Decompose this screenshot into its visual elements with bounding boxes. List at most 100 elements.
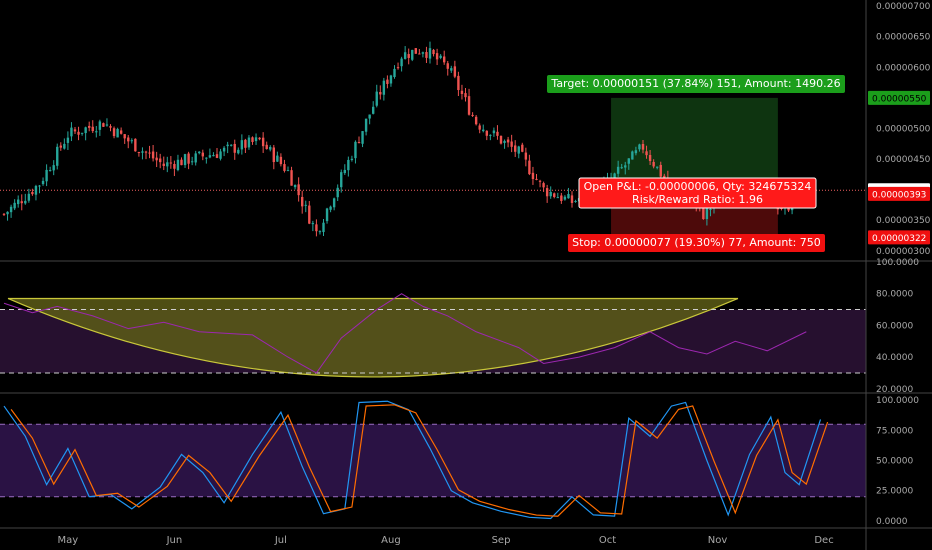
price-tick-label: 0.00000500 (876, 124, 931, 134)
candle-body (141, 151, 144, 153)
candle-body (411, 49, 414, 60)
candle-body (169, 162, 173, 164)
candle-body (151, 151, 155, 159)
price-tag (868, 230, 930, 245)
candle-body (336, 187, 339, 198)
candle-body (521, 144, 524, 152)
rsi-tick-label: 20.0000 (876, 385, 913, 395)
target-label: Target: 0.00000151 (37.84%) 151, Amount:… (547, 75, 845, 93)
candle-body (354, 141, 357, 159)
candle-body (63, 143, 66, 149)
candle-body (73, 129, 77, 132)
candle-body (112, 128, 116, 137)
candle-body (70, 127, 73, 137)
candle-body (208, 155, 212, 158)
rsi-pane (3, 293, 807, 374)
candle-body (123, 134, 126, 139)
candle-body (155, 157, 158, 161)
candle-body (400, 58, 403, 67)
candle-body (134, 138, 137, 152)
candle-body (570, 195, 574, 203)
candle-body (198, 151, 201, 154)
candle-body (187, 153, 190, 164)
candle-body (510, 141, 513, 147)
candle-body (368, 114, 371, 119)
candle-body (641, 143, 645, 150)
candle-body (91, 126, 94, 132)
candle-body (538, 180, 542, 182)
candle-body (222, 147, 226, 152)
stop-label: Stop: 0.00000077 (19.30%) 77, Amount: 75… (568, 234, 825, 252)
stoch-tick-label: 50.0000 (876, 457, 913, 467)
candle-body (389, 75, 393, 84)
candle-body (364, 118, 368, 132)
candle-body (535, 178, 538, 180)
candle-body (489, 134, 492, 136)
candle-body (528, 160, 531, 175)
time-label: Aug (381, 535, 401, 546)
stoch-tick-label: 25.0000 (876, 487, 913, 497)
candle-body (506, 139, 510, 143)
candle-body (80, 132, 84, 134)
candle-body (190, 161, 194, 163)
rsi-line (3, 293, 807, 374)
candle-body (159, 158, 162, 163)
candle-body (631, 151, 634, 160)
candle-body (77, 131, 80, 135)
stoch-tick-label: 100.0000 (876, 396, 919, 406)
candle-body (403, 52, 407, 59)
stoch-pane (3, 400, 829, 520)
candle-body (553, 193, 556, 198)
candle-body (453, 66, 457, 77)
candle-body (84, 127, 87, 134)
candle-body (471, 114, 474, 116)
candle-body (233, 143, 236, 153)
candle-body (279, 156, 283, 165)
candle-body (648, 154, 652, 162)
candle-body (460, 90, 464, 94)
price-tick-label: 0.00000300 (876, 247, 931, 257)
candle-body (201, 152, 204, 157)
candle-body (414, 48, 417, 54)
rsi-tick-label: 100.0000 (876, 258, 919, 268)
candle-body (244, 139, 247, 148)
price-axis: 0.00000700 0.00000650 0.00000600 0.00000550… (868, 2, 931, 527)
candle-body (457, 75, 460, 91)
candle-body (56, 146, 59, 166)
candle-body (183, 154, 187, 166)
time-label: Sep (492, 535, 511, 546)
candle-body (357, 142, 361, 144)
candle-body (645, 151, 648, 156)
candle-body (705, 207, 709, 220)
candle-body (315, 224, 318, 232)
candle-body (428, 48, 432, 59)
candle-body (340, 172, 343, 188)
open-pnl-label-text: Risk/Reward Ratio: 1.96 (632, 193, 763, 206)
candle-body (350, 158, 354, 160)
candle-body (514, 145, 517, 152)
candle-body (634, 150, 638, 154)
candle-body (659, 164, 662, 177)
candle-body (272, 147, 275, 163)
candle-body (17, 199, 20, 205)
candle-body (379, 92, 382, 95)
candle-body (418, 53, 421, 55)
candle-body (624, 165, 627, 168)
candle-body (215, 154, 219, 158)
candle-body (382, 80, 386, 95)
candle-body (194, 153, 197, 163)
candle-body (52, 165, 55, 171)
candle-body (542, 183, 545, 188)
candle-body (446, 63, 449, 69)
candle-body (59, 145, 62, 148)
candle-body (45, 169, 48, 182)
target-label-bg (547, 75, 845, 93)
time-label: Nov (708, 535, 728, 546)
candle-body (709, 208, 712, 210)
candle-body (41, 180, 45, 185)
candle-body (435, 53, 439, 60)
candle-body (31, 192, 34, 195)
candle-body (499, 135, 503, 144)
candle-body (226, 144, 229, 147)
